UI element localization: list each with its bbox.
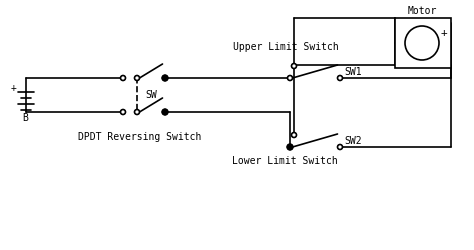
- Circle shape: [288, 144, 292, 150]
- Circle shape: [163, 76, 167, 80]
- Text: Lower Limit Switch: Lower Limit Switch: [232, 156, 338, 166]
- Circle shape: [135, 110, 139, 114]
- Circle shape: [292, 64, 297, 68]
- Circle shape: [405, 26, 439, 60]
- Text: DPDT Reversing Switch: DPDT Reversing Switch: [78, 132, 202, 142]
- Circle shape: [288, 76, 292, 80]
- Text: M: M: [418, 36, 427, 51]
- Text: Motor: Motor: [407, 6, 437, 16]
- Text: SW1: SW1: [344, 67, 362, 77]
- Circle shape: [162, 109, 168, 115]
- Text: Upper Limit Switch: Upper Limit Switch: [233, 42, 339, 52]
- Circle shape: [120, 110, 126, 114]
- Circle shape: [287, 144, 293, 150]
- Circle shape: [120, 76, 126, 80]
- Text: +: +: [441, 28, 448, 38]
- Circle shape: [162, 75, 168, 81]
- Circle shape: [337, 144, 343, 150]
- Circle shape: [163, 110, 167, 114]
- Text: +: +: [11, 83, 17, 93]
- Circle shape: [135, 76, 139, 80]
- Text: SW2: SW2: [344, 136, 362, 146]
- Text: B: B: [22, 113, 28, 123]
- Circle shape: [292, 132, 297, 138]
- Circle shape: [337, 76, 343, 80]
- Text: SW: SW: [145, 90, 157, 100]
- Bar: [395, 18, 451, 68]
